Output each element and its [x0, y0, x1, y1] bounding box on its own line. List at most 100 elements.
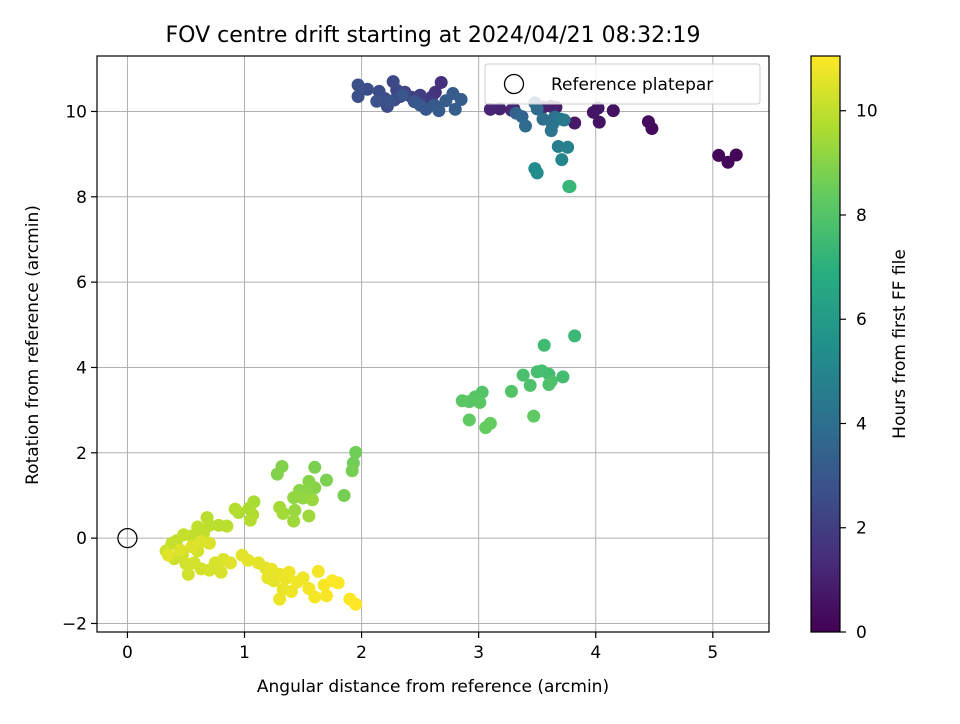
legend-box [484, 63, 761, 105]
scatter-point [462, 413, 476, 427]
scatter-point [530, 365, 544, 379]
scatter-point [282, 565, 296, 579]
x-tick-label: 4 [590, 643, 601, 663]
scatter-point [212, 518, 226, 532]
colorbar-tick-label: 10 [856, 102, 878, 122]
colorbar-tick-label: 0 [856, 623, 867, 643]
scatter-point [311, 564, 325, 578]
y-tick-label: 4 [76, 358, 87, 378]
y-tick-label: 2 [76, 444, 87, 464]
x-tick-label: 2 [356, 643, 367, 663]
scatter-point [161, 548, 175, 562]
colorbar-tick-label: 4 [856, 414, 867, 434]
x-tick-label: 5 [707, 643, 718, 663]
scatter-point [454, 93, 468, 107]
scatter-point [288, 503, 302, 517]
scatter-point [287, 491, 301, 505]
scatter-point [228, 502, 242, 516]
scatter-point [173, 543, 187, 557]
scatter-point [241, 553, 255, 567]
scatter-point [504, 384, 518, 398]
scatter-point [181, 567, 195, 581]
scatter-point [214, 565, 228, 579]
scatter-point [345, 464, 359, 478]
scatter-point [287, 514, 301, 528]
scatter-point [473, 395, 487, 409]
scatter-point [483, 102, 497, 116]
scatter-point [284, 584, 298, 598]
scatter-point [592, 115, 606, 129]
scatter-point [557, 113, 571, 127]
y-axis-ticks: −2 0 2 4 6 8 10 [62, 102, 97, 634]
legend: Reference platepar [484, 63, 761, 105]
scatter-point [568, 329, 582, 343]
scatter-point [568, 116, 582, 130]
scatter-point [493, 102, 507, 116]
scatter-point [302, 509, 316, 523]
scatter-point [296, 571, 310, 585]
colorbar-tick-label: 8 [856, 206, 867, 226]
scatter-point [308, 590, 322, 604]
scatter-point [530, 102, 544, 116]
y-tick-label: 10 [65, 102, 87, 122]
scatter-point [645, 122, 659, 136]
scatter-point [432, 104, 446, 118]
colorbar-tick-label: 6 [856, 310, 867, 330]
scatter-point [606, 104, 620, 118]
scatter-point [721, 155, 735, 169]
scatter-point [516, 368, 530, 382]
scatter-point [536, 112, 550, 126]
scatter-point [305, 493, 319, 507]
reference-marker [117, 527, 138, 549]
scatter-point [383, 95, 397, 109]
data-points [159, 75, 743, 611]
scatter-point [370, 94, 384, 108]
y-tick-label: 0 [76, 529, 87, 549]
colorbar-tick-label: 2 [856, 519, 867, 539]
scatter-point [319, 589, 333, 603]
scatter-point [563, 180, 577, 194]
plot-frame [96, 55, 770, 633]
scatter-point [270, 467, 284, 481]
scatter-point [349, 597, 363, 611]
reference-platepar-point [117, 527, 138, 549]
scatter-point [712, 148, 726, 162]
scatter-point [337, 488, 351, 502]
y-tick-label: 6 [76, 273, 87, 293]
colorbar-label: Hours from first FF file [890, 249, 910, 439]
scatter-point [591, 101, 605, 115]
scatter-point [396, 88, 410, 102]
scatter-point [243, 513, 257, 527]
scatter-point [185, 540, 199, 554]
legend-entry-reference: Reference platepar [551, 75, 713, 95]
scatter-point [561, 140, 575, 154]
scatter-point [351, 78, 365, 92]
scatter-point [273, 592, 287, 606]
scatter-point [530, 166, 544, 180]
y-tick-label: 8 [76, 188, 87, 208]
scatter-point [448, 102, 462, 116]
colorbar-ticks: 0 2 4 6 8 10 [840, 102, 878, 643]
scatter-point [223, 556, 237, 570]
scatter-point [434, 75, 448, 89]
scatter-point [555, 153, 569, 167]
x-axis-ticks: 0 1 2 3 4 5 [122, 632, 718, 663]
legend-reference-marker [503, 73, 525, 95]
chart-title: FOV centre drift starting at 2024/04/21 … [166, 23, 701, 48]
scatter-point [386, 75, 400, 89]
scatter-point [556, 370, 570, 384]
colorbar [810, 55, 841, 633]
scatter-point [544, 124, 558, 138]
x-tick-label: 1 [239, 643, 250, 663]
scatter-point [518, 119, 532, 133]
scatter-point [372, 84, 386, 98]
scatter-point [349, 445, 363, 459]
scatter-point [537, 338, 551, 352]
scatter-point [351, 90, 365, 104]
x-tick-label: 0 [122, 643, 133, 663]
scatter-point [455, 394, 469, 408]
scatter-point [308, 460, 322, 474]
scatter-point [551, 139, 565, 153]
scatter-point [479, 421, 493, 435]
